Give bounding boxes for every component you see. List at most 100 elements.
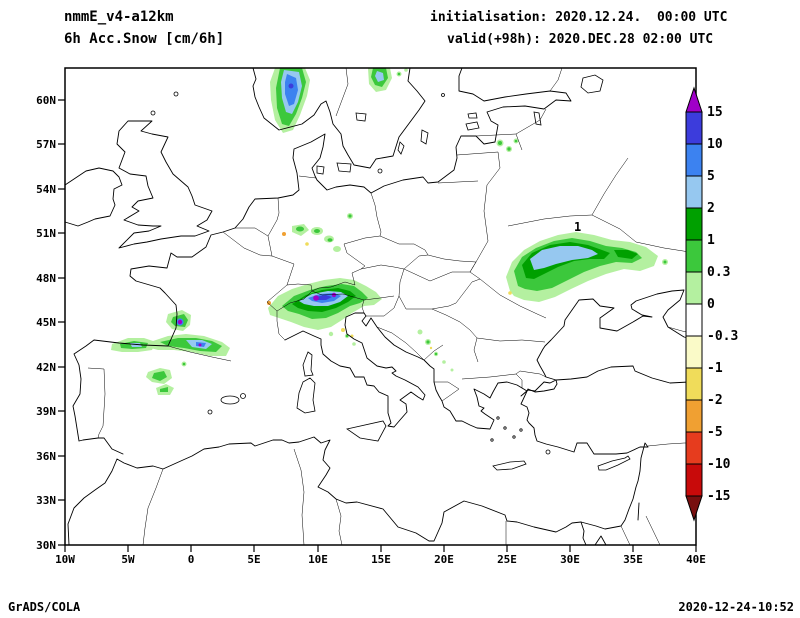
snow-region	[296, 226, 304, 232]
island-aegean	[503, 426, 507, 430]
island-cyprus	[597, 455, 631, 471]
lat-tick-label: 36N	[36, 450, 56, 463]
colorbar-tick-label: -5	[707, 425, 723, 440]
snow-region	[328, 331, 334, 337]
colorbar-band	[685, 431, 703, 465]
colorbar-tick-label: -1	[707, 361, 723, 376]
colorbar-band	[685, 399, 703, 433]
colorbar-tick-label: -0.3	[707, 329, 738, 344]
contour-label: 1	[574, 220, 581, 234]
init-time-label: initialisation: 2020.12.24. 00:00 UTC	[430, 10, 728, 25]
lon-tick-label: 5W	[121, 553, 135, 566]
colorbar-tick-label: 0	[707, 297, 715, 312]
lake-vanern	[355, 112, 367, 122]
snow-region	[313, 295, 319, 301]
colorbar-tick-label: 10	[707, 137, 723, 152]
snow-region	[375, 71, 384, 82]
lon-tick-label: 5E	[247, 553, 260, 566]
snow-region	[288, 83, 294, 89]
snow-region	[348, 214, 352, 218]
valid-time-label: valid(+98h): 2020.DEC.28 02:00 UTC	[447, 32, 714, 47]
island-menorca	[240, 393, 246, 399]
lat-tick-label: 51N	[36, 227, 56, 240]
snow-region	[417, 329, 423, 335]
colorbar-band	[685, 175, 703, 209]
snow-region	[507, 147, 511, 151]
lon-tick-label: 35E	[623, 553, 643, 566]
model-title: nmmE_v4-a12km	[64, 9, 174, 25]
coastline-ireland	[64, 167, 123, 227]
coastline-britain	[116, 120, 213, 249]
lon-tick-label: 30E	[560, 553, 580, 566]
lat-tick-label: 57N	[36, 138, 56, 151]
snow-region	[160, 387, 168, 392]
snow-region	[397, 72, 401, 76]
colorbar-band	[685, 143, 703, 177]
lat-tick-label: 54N	[36, 183, 56, 196]
snow-region	[663, 260, 667, 264]
colorbar-band	[685, 111, 703, 145]
colorbar-tick-label: 0.3	[707, 265, 730, 280]
snow-region	[198, 343, 202, 347]
snow-region	[314, 229, 320, 233]
island-sardinia	[296, 377, 316, 414]
coastlines	[64, 67, 697, 546]
island-ibiza	[207, 409, 213, 415]
snow-region	[498, 141, 502, 145]
colorbar-tick-label: -2	[707, 393, 723, 408]
island-aegean	[512, 435, 516, 439]
lon-tick-label: 15E	[371, 553, 391, 566]
grads-credit: GrADS/COLA	[8, 600, 81, 614]
snow-region	[327, 238, 333, 242]
island-orkney	[150, 110, 156, 116]
border-lines	[376, 261, 547, 402]
island-corsica	[302, 351, 314, 377]
lat-tick-label: 48N	[36, 272, 56, 285]
snow-region	[282, 232, 286, 236]
snow-region	[426, 340, 430, 344]
snow-region	[341, 328, 345, 332]
snow-region	[442, 360, 446, 364]
snow-region	[450, 368, 454, 372]
colorbar-tick-label: 5	[707, 169, 715, 184]
lon-tick-label: 0	[188, 553, 195, 566]
colorbar-tick-label: -10	[707, 457, 731, 472]
border-lines	[335, 67, 697, 263]
colorbar: 15 10 5 2 1 0.3 0 -0.3 -1 -2 -5 -10 -15	[685, 86, 738, 522]
colorbar-band	[685, 367, 703, 401]
island-shetland	[173, 91, 179, 97]
coastline-anatolia-africa	[67, 365, 697, 546]
island-funen	[316, 165, 325, 175]
coastline-balkans-blacksea	[361, 289, 697, 430]
border-lines	[276, 192, 477, 317]
snow-region	[404, 68, 408, 72]
island-hiiumaa	[467, 112, 478, 119]
lat-tick-label: 60N	[36, 94, 56, 107]
island-aegean	[490, 438, 494, 442]
variable-title: 6h Acc.Snow [cm/6h]	[64, 31, 225, 47]
island-aegean	[496, 416, 500, 420]
snow-region	[285, 74, 298, 106]
colorbar-tick-label: 2	[707, 201, 715, 216]
coastline-scandinavia	[252, 67, 426, 169]
island-gotland	[420, 129, 429, 145]
lon-tick-label: 10E	[308, 553, 328, 566]
snow-region	[434, 352, 438, 356]
colorbar-band	[685, 239, 703, 273]
colorbar-tick-label: 1	[707, 233, 715, 248]
country-borders	[87, 67, 697, 546]
snow-region	[508, 291, 512, 295]
map-frame-and-axes: 60N 57N 54N 51N 48N 45N 42N 39N 36N 33N …	[36, 67, 706, 566]
lat-tick-label: 30N	[36, 539, 56, 552]
lon-ticks	[64, 545, 697, 552]
lon-tick-label: 40E	[686, 553, 706, 566]
colorbar-cap-bottom	[685, 495, 703, 522]
lon-tick-label: 25E	[497, 553, 517, 566]
coastline-west-europe	[72, 67, 572, 455]
snow-region	[331, 292, 337, 298]
snow-region	[614, 250, 638, 259]
lake-peipus	[533, 111, 542, 126]
colorbar-band	[685, 335, 703, 369]
snow-shading	[111, 68, 668, 395]
